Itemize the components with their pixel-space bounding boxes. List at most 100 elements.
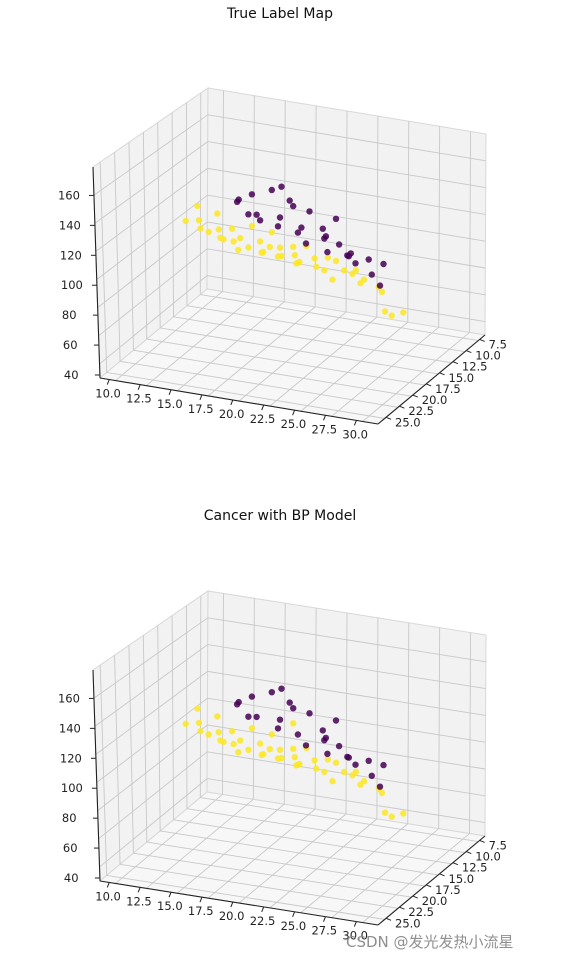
benign-point <box>381 809 389 816</box>
malignant-point <box>322 734 330 742</box>
grid-line <box>314 608 317 810</box>
grid-line <box>300 321 409 412</box>
benign-point <box>324 756 331 763</box>
y-tick <box>425 884 432 888</box>
benign-point <box>245 746 252 753</box>
grid-line <box>98 248 486 337</box>
malignant-point <box>302 240 310 247</box>
y-tick-label: 10.0 <box>475 349 501 363</box>
grid-line <box>469 632 472 834</box>
grid-line <box>376 617 379 819</box>
benign-point <box>194 202 201 209</box>
x-tick <box>230 901 234 908</box>
y-tick <box>412 394 418 398</box>
benign-point <box>341 768 348 776</box>
grid-line <box>95 167 486 252</box>
y-axis-line <box>377 835 486 926</box>
benign-point <box>400 810 407 817</box>
grid-line <box>331 326 439 417</box>
grid-line <box>146 798 254 889</box>
malignant-point <box>335 742 343 750</box>
grid-line <box>207 306 316 397</box>
malignant-point <box>365 256 372 263</box>
grid-line <box>376 116 379 318</box>
benign-point <box>291 252 298 259</box>
z-tick-label: 140 <box>59 218 81 232</box>
x-tick <box>323 415 326 421</box>
malignant-point <box>256 217 264 224</box>
grid-line <box>362 833 470 923</box>
malignant-point <box>248 191 256 198</box>
malignant-point <box>332 215 340 222</box>
benign-point <box>197 225 204 232</box>
grid-line <box>96 697 486 783</box>
benign-point <box>290 720 297 727</box>
grid-line <box>157 625 161 831</box>
benign-point <box>205 731 212 738</box>
benign-point <box>215 226 222 233</box>
y-tick-label: 20.0 <box>422 393 448 407</box>
grid-line <box>93 114 486 196</box>
grid-line <box>186 808 466 854</box>
benign-point <box>214 210 221 217</box>
malignant-point <box>298 224 305 231</box>
chart-title: Cancer with BP Model <box>204 508 356 524</box>
grid-line <box>94 644 486 727</box>
malignant-point <box>306 710 313 717</box>
benign-point <box>266 243 273 251</box>
y-tick <box>412 895 418 899</box>
malignant-point <box>268 689 275 696</box>
grid-line <box>97 221 486 309</box>
benign-point <box>290 745 297 753</box>
x-tick-label: 20.0 <box>219 407 245 421</box>
malignant-point <box>324 750 331 757</box>
x-tick <box>199 896 203 903</box>
x-tick-label: 10.0 <box>95 889 121 903</box>
grid-line <box>142 635 148 843</box>
grid-line <box>99 162 108 373</box>
x-tick <box>168 892 172 898</box>
x-axis-line <box>99 377 379 425</box>
grid-line <box>185 605 188 809</box>
benign-point <box>357 280 364 287</box>
benign-point <box>276 244 284 251</box>
benign-point <box>332 759 340 766</box>
benign-point <box>290 243 297 250</box>
malignant-point <box>274 725 282 732</box>
grid-line <box>407 121 410 323</box>
grid-line <box>128 645 134 854</box>
grid-line <box>207 808 316 899</box>
malignant-point <box>253 713 260 721</box>
benign-point <box>248 222 256 230</box>
benign-point <box>400 309 407 316</box>
grid-line <box>345 110 348 313</box>
malignant-point <box>253 211 260 218</box>
grid-line <box>160 327 439 375</box>
z-tick-label: 160 <box>58 691 80 705</box>
grid-line <box>98 751 486 840</box>
grid-line <box>185 102 188 306</box>
benign-point <box>329 276 336 283</box>
z-tick-label: 160 <box>58 188 80 202</box>
benign-point <box>220 738 227 746</box>
malignant-point <box>245 211 252 218</box>
x-tick <box>137 384 141 390</box>
benign-point <box>260 248 267 256</box>
x-tick <box>323 916 326 922</box>
malignant-point <box>368 772 375 779</box>
grid-line <box>99 665 108 876</box>
benign-point <box>245 244 252 251</box>
benign-point <box>195 217 203 224</box>
malignant-point <box>380 761 387 769</box>
benign-point <box>182 720 189 727</box>
grid-line <box>283 603 286 805</box>
benign-point <box>274 755 282 762</box>
benign-point <box>388 312 395 319</box>
malignant-point <box>274 223 282 230</box>
malignant-point <box>235 698 242 706</box>
grid-line <box>157 122 161 328</box>
grid-line <box>146 296 254 387</box>
grid-line <box>345 612 348 815</box>
malignant-point <box>290 202 297 210</box>
y-tick <box>399 906 405 910</box>
